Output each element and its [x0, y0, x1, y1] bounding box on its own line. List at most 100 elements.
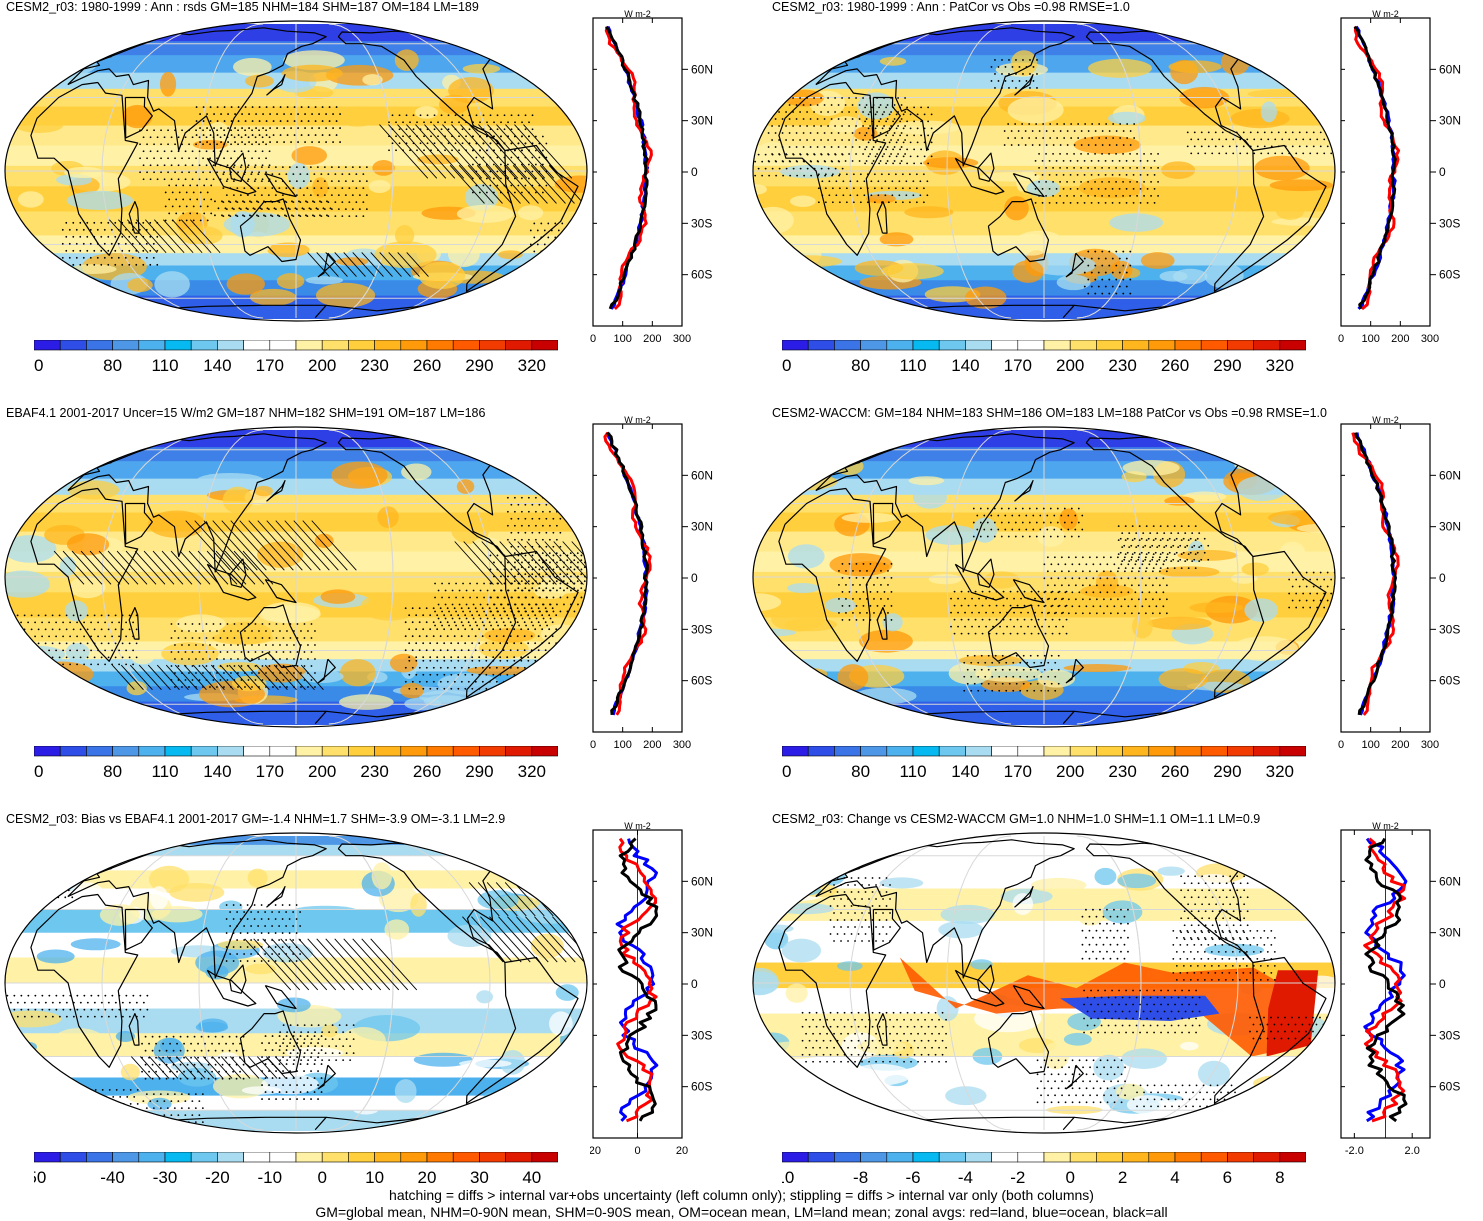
zonal-lat-tick-label: 30S: [691, 1028, 712, 1042]
zonal-x-tick-label: 100: [613, 739, 631, 751]
panel-title: EBAF4.1 2001-2017 Uncer=15 W/m2 GM=187 N…: [6, 406, 486, 420]
panel-cesm2-mean: CESM2_r03: 1980-1999 : Ann : rsds GM=185…: [0, 0, 735, 400]
colorbar-tick-label: 50: [34, 356, 43, 375]
panel-title: CESM2_r03: 1980-1999 : Ann : rsds GM=185…: [6, 0, 479, 14]
coastline-south-america: [1213, 956, 1327, 1104]
colorbar-swatch: [452, 746, 480, 757]
zonal-x-tick-label: 300: [673, 333, 691, 345]
colorbar-tick-label: 140: [203, 762, 231, 781]
colorbar-swatch: [531, 340, 558, 351]
zonal-lat-tick-label: 30N: [691, 520, 713, 534]
coastline-arabia: [872, 96, 901, 139]
colorbar-tick-label: 50: [782, 356, 791, 375]
coastline-new-guinea: [1012, 985, 1045, 1010]
zonal-line-land: [1363, 837, 1407, 1123]
zonal-line-land: [616, 837, 658, 1123]
colorbar-tick-label: 260: [1161, 356, 1189, 375]
coastline-africa: [778, 81, 887, 256]
colorbar-swatch: [243, 1152, 271, 1163]
zonal-lat-tick-label: 0: [691, 571, 698, 585]
colorbar-swatch: [991, 746, 1019, 757]
colorbar-swatch: [912, 746, 940, 757]
zonal-lat-tick-label: 60S: [1439, 268, 1460, 282]
colorbar-tick-label: 290: [465, 762, 493, 781]
coastline-borneo: [977, 558, 995, 588]
colorbar-swatch: [190, 1152, 218, 1163]
colorbar-swatch: [782, 1152, 809, 1163]
colorbar-tick-label: 40: [522, 1168, 541, 1187]
colorbar-swatch: [807, 746, 835, 757]
colorbar-swatch: [348, 1152, 375, 1163]
colorbar-swatch: [1148, 1152, 1176, 1163]
zonal-line-all: [1364, 837, 1408, 1123]
colorbar: 5080110140170200230260290320350: [34, 340, 558, 375]
zonal-lat-tick-label: 30S: [1439, 216, 1460, 230]
zonal-line-all: [1354, 432, 1397, 716]
colorbar-tick-label: -8: [853, 1168, 868, 1187]
colorbar-swatch: [269, 340, 297, 351]
map-outline: [4, 832, 588, 1134]
colorbar-tick-label: 50: [34, 762, 43, 781]
panel-title: CESM2-WACCM: GM=184 NHM=183 SHM=186 OM=1…: [772, 406, 1327, 420]
map-cesm2-waccm: [752, 426, 1336, 728]
coastline-australia: [987, 604, 1050, 669]
zonal-line-all: [617, 837, 659, 1122]
colorbar-swatch: [164, 746, 192, 757]
colorbar-swatch: [1122, 746, 1150, 757]
stippling: [838, 507, 1335, 692]
coastline-africa: [30, 893, 139, 1068]
colorbar-tick-label: 170: [256, 762, 284, 781]
colorbar-tick-label: -6: [905, 1168, 920, 1187]
colorbar-tick-label: 260: [1161, 762, 1189, 781]
zonal-x-tick-label: 200: [1391, 739, 1409, 751]
colorbar-swatch: [34, 746, 61, 757]
zonal-x-tick-label: 200: [643, 333, 661, 345]
colorbar-swatch: [1069, 746, 1097, 757]
colorbar-tick-label: 260: [413, 762, 441, 781]
colorbar-tick-label: 30: [470, 1168, 489, 1187]
colorbar-swatch: [1227, 746, 1254, 757]
colorbar: 5080110140170200230260290320350: [782, 746, 1306, 781]
coastline-indonesia: [954, 563, 1005, 601]
colorbar-swatch: [269, 1152, 297, 1163]
colorbar-swatch: [1148, 746, 1176, 757]
map-field: [5, 429, 587, 725]
colorbar-tick-label: 0: [317, 1168, 326, 1187]
colorbar-swatch: [1017, 746, 1045, 757]
coastline-new-zealand: [1065, 252, 1084, 278]
coastline-new-guinea: [264, 579, 297, 604]
colorbar-swatch: [59, 1152, 87, 1163]
zonal-unit-label: W m-2: [624, 821, 651, 831]
colorbar-swatch: [1200, 1152, 1228, 1163]
colorbar-swatch: [1043, 340, 1071, 351]
panel-title: CESM2_r03: Change vs CESM2-WACCM GM=1.0 …: [772, 812, 1261, 826]
colorbar-swatch: [59, 746, 87, 757]
zonal-lat-tick-label: 60N: [691, 468, 713, 482]
colorbar-swatch: [834, 340, 861, 351]
map-outline: [752, 426, 1336, 728]
colorbar-swatch: [426, 746, 454, 757]
zonal-lat-tick-label: 60S: [691, 1080, 712, 1094]
colorbar-tick-label: 200: [1056, 356, 1084, 375]
colorbar-swatch: [1279, 746, 1306, 757]
zonal-x-tick-label: 0: [590, 739, 596, 751]
colorbar-tick-label: 260: [413, 356, 441, 375]
map-cesm2-patcor: [752, 20, 1336, 322]
colorbar-swatch: [86, 1152, 113, 1163]
coastline-borneo: [229, 964, 247, 994]
colorbar-swatch: [965, 340, 992, 351]
zonal-average-plot: W m-2 60N 30N 0 30S 60S 0 100 200 300: [590, 9, 713, 345]
colorbar-swatch: [348, 746, 375, 757]
colorbar-tick-label: -20: [205, 1168, 230, 1187]
colorbar-swatch: [452, 1152, 480, 1163]
coastline-indonesia: [954, 969, 1005, 1007]
stippling: [754, 59, 1333, 295]
colorbar-tick-label: 110: [151, 762, 178, 781]
map-field: [753, 835, 1335, 1131]
colorbar-swatch: [886, 340, 914, 351]
map-change: [752, 832, 1336, 1134]
colorbar-tick-label: 170: [1004, 356, 1032, 375]
coastline-new-zealand: [1065, 1064, 1084, 1090]
colorbar-swatch: [938, 746, 966, 757]
zonal-line-all: [605, 25, 649, 310]
